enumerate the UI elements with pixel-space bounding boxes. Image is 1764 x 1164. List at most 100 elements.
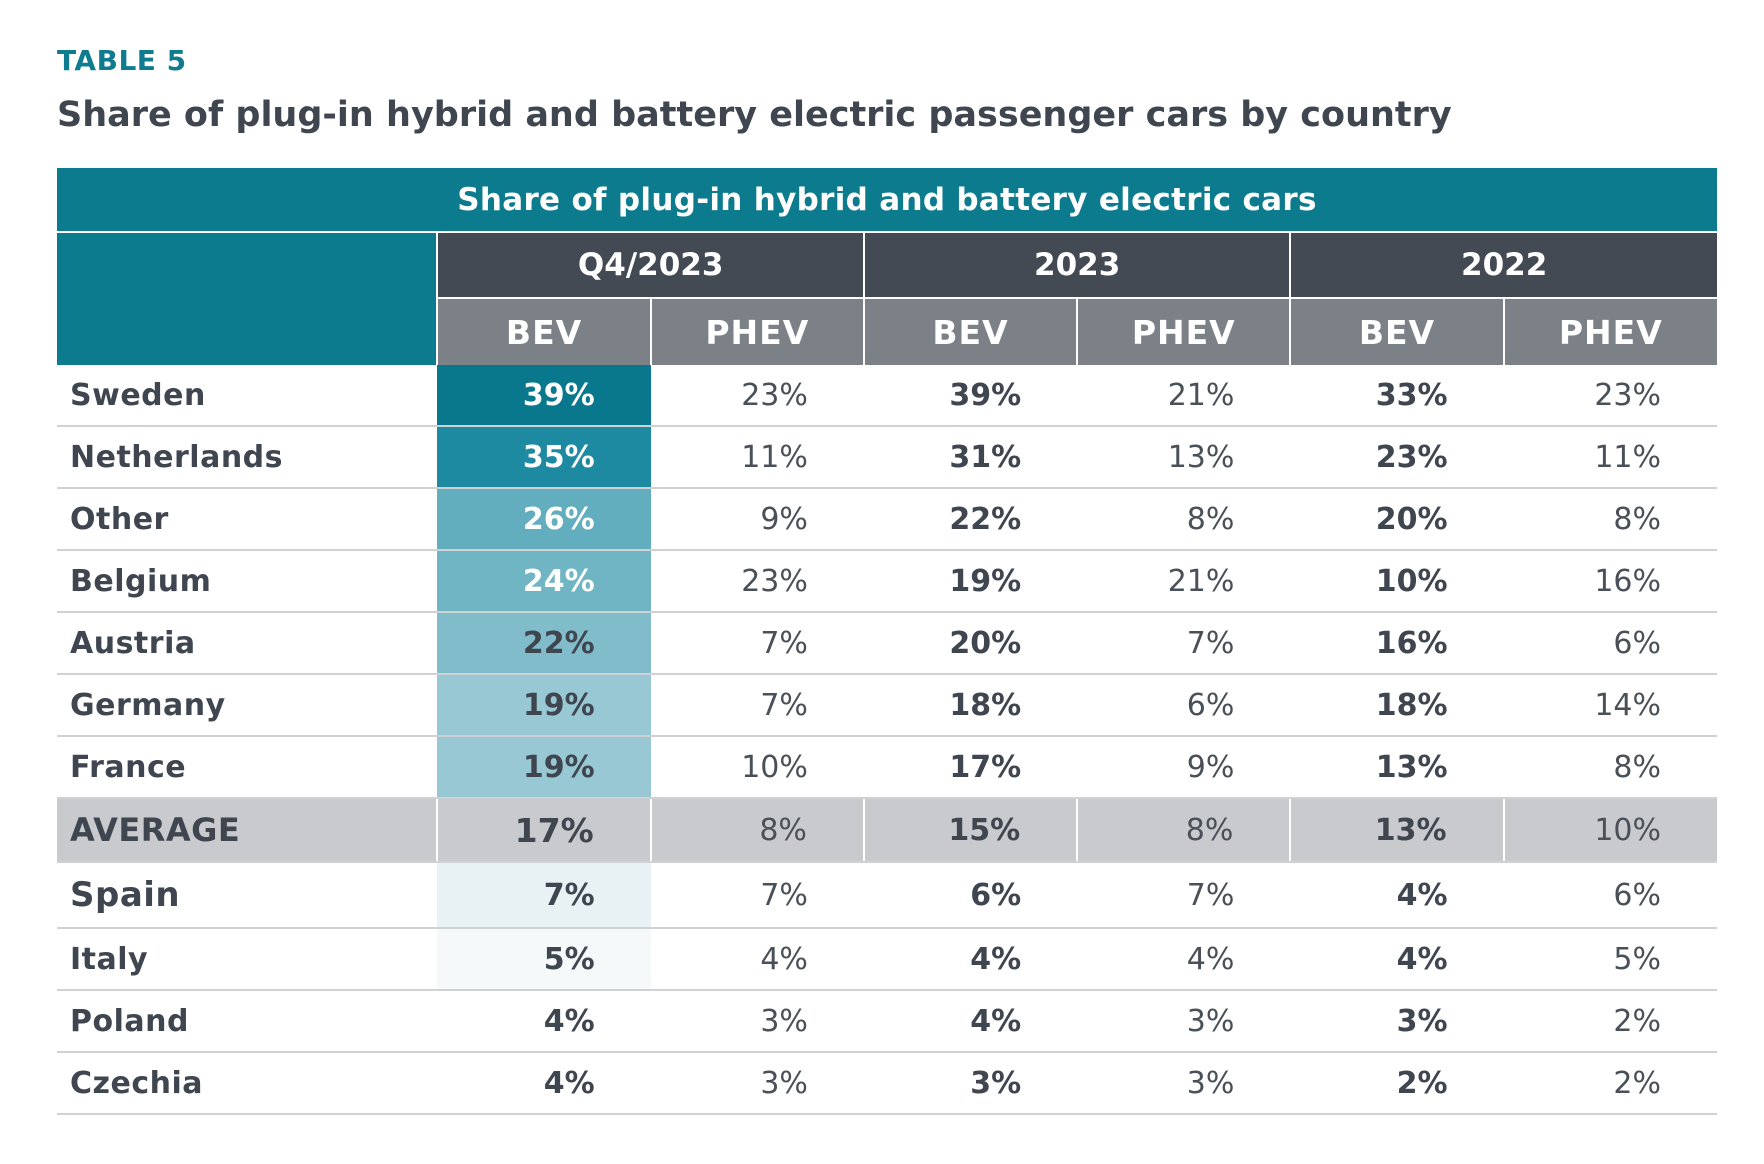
value-cell: 14% (1503, 674, 1717, 737)
value-cell: 7% (437, 862, 651, 929)
value-cell: 10% (1503, 798, 1717, 863)
table-banner-row: Share of plug-in hybrid and battery elec… (57, 168, 1717, 233)
value-cell: 3% (1077, 1052, 1291, 1115)
table-row: Italy 5% 4% 4% 4% 4% 5% (57, 928, 1717, 991)
value-cell: 20% (1290, 488, 1504, 551)
table-row: Other 26% 9% 22% 8% 20% 8% (57, 488, 1717, 551)
table-banner: Share of plug-in hybrid and battery elec… (57, 168, 1717, 233)
value-cell: 4% (863, 928, 1078, 991)
value-cell: 4% (650, 928, 864, 991)
country-name: Belgium (57, 550, 438, 613)
metric-header-bev: BEV (863, 298, 1079, 365)
value-cell: 39% (863, 365, 1078, 427)
metric-header-bev: BEV (1290, 298, 1505, 365)
value-cell: 10% (650, 736, 864, 799)
value-cell: 13% (1290, 798, 1505, 863)
value-cell: 23% (1503, 365, 1717, 427)
period-header-2023: 2023 (863, 232, 1292, 299)
country-header-blank (57, 232, 439, 365)
value-cell: 21% (1077, 550, 1291, 613)
table-row: Austria 22% 7% 20% 7% 16% 6% (57, 612, 1717, 675)
value-cell: 3% (650, 990, 864, 1053)
value-cell: 16% (1290, 612, 1504, 675)
value-cell: 4% (863, 990, 1078, 1053)
country-name: Other (57, 488, 438, 551)
value-cell: 23% (650, 550, 864, 613)
table-title: Share of plug-in hybrid and battery elec… (57, 95, 1452, 135)
value-cell: 2% (1503, 990, 1717, 1053)
metric-header-phev: PHEV (650, 298, 865, 365)
metric-header-phev: PHEV (1503, 298, 1717, 365)
value-cell: 19% (437, 674, 651, 737)
value-cell: 7% (1077, 612, 1291, 675)
period-header-row: Q4/2023 2023 2022 (57, 232, 1717, 365)
table-row: Poland 4% 3% 4% 3% 3% 2% (57, 990, 1717, 1053)
value-cell: 11% (1503, 426, 1717, 489)
value-cell: 39% (437, 365, 651, 427)
value-cell: 5% (1503, 928, 1717, 991)
data-table: Share of plug-in hybrid and battery elec… (57, 168, 1717, 1115)
country-name: France (57, 736, 438, 799)
value-cell: 4% (1290, 928, 1504, 991)
country-name: Germany (57, 674, 438, 737)
value-cell: 20% (863, 612, 1078, 675)
value-cell: 8% (650, 798, 865, 863)
value-cell: 6% (1503, 612, 1717, 675)
metric-header-bev: BEV (437, 298, 652, 365)
value-cell: 9% (650, 488, 864, 551)
value-cell: 4% (1077, 928, 1291, 991)
country-name: Netherlands (57, 426, 438, 489)
value-cell: 35% (437, 426, 651, 489)
metric-header-phev: PHEV (1077, 298, 1292, 365)
table-row: Spain 7% 7% 6% 7% 4% 6% (57, 862, 1717, 929)
value-cell: 7% (1077, 862, 1291, 929)
value-cell: 4% (437, 1052, 651, 1115)
value-cell: 7% (650, 862, 864, 929)
value-cell: 16% (1503, 550, 1717, 613)
table-row: France 19% 10% 17% 9% 13% 8% (57, 736, 1717, 799)
value-cell: 22% (437, 612, 651, 675)
table-label: TABLE 5 (57, 44, 187, 77)
value-cell: 3% (1077, 990, 1291, 1053)
value-cell: 24% (437, 550, 651, 613)
value-cell: 3% (1290, 990, 1504, 1053)
value-cell: 13% (1077, 426, 1291, 489)
table-row: Netherlands 35% 11% 31% 13% 23% 11% (57, 426, 1717, 489)
value-cell: 2% (1290, 1052, 1504, 1115)
value-cell: 13% (1290, 736, 1504, 799)
table-row: Germany 19% 7% 18% 6% 18% 14% (57, 674, 1717, 737)
value-cell: 9% (1077, 736, 1291, 799)
value-cell: 6% (1077, 674, 1291, 737)
value-cell: 18% (863, 674, 1078, 737)
value-cell: 2% (1503, 1052, 1717, 1115)
table-row: Sweden 39% 23% 39% 21% 33% 23% (57, 365, 1717, 427)
value-cell: 11% (650, 426, 864, 489)
country-name: Sweden (57, 365, 438, 427)
average-row: AVERAGE 17% 8% 15% 8% 13% 10% (57, 798, 1717, 863)
value-cell: 21% (1077, 365, 1291, 427)
value-cell: 31% (863, 426, 1078, 489)
value-cell: 15% (863, 798, 1079, 863)
value-cell: 6% (1503, 862, 1717, 929)
value-cell: 17% (863, 736, 1078, 799)
value-cell: 18% (1290, 674, 1504, 737)
value-cell: 3% (650, 1052, 864, 1115)
period-header-2022: 2022 (1290, 232, 1717, 299)
metric-header-row: BEV PHEV BEV PHEV BEV PHEV (57, 298, 1717, 365)
country-name: Czechia (57, 1052, 438, 1115)
value-cell: 23% (1290, 426, 1504, 489)
table-row: Czechia 4% 3% 3% 3% 2% 2% (57, 1052, 1717, 1115)
table-row: Belgium 24% 23% 19% 21% 10% 16% (57, 550, 1717, 613)
value-cell: 23% (650, 365, 864, 427)
value-cell: 4% (437, 990, 651, 1053)
value-cell: 8% (1503, 736, 1717, 799)
value-cell: 3% (863, 1052, 1078, 1115)
value-cell: 19% (863, 550, 1078, 613)
country-name: Poland (57, 990, 438, 1053)
value-cell: 6% (863, 862, 1078, 929)
country-name: Italy (57, 928, 438, 991)
value-cell: 5% (437, 928, 651, 991)
value-cell: 4% (1290, 862, 1504, 929)
value-cell: 8% (1077, 488, 1291, 551)
value-cell: 10% (1290, 550, 1504, 613)
